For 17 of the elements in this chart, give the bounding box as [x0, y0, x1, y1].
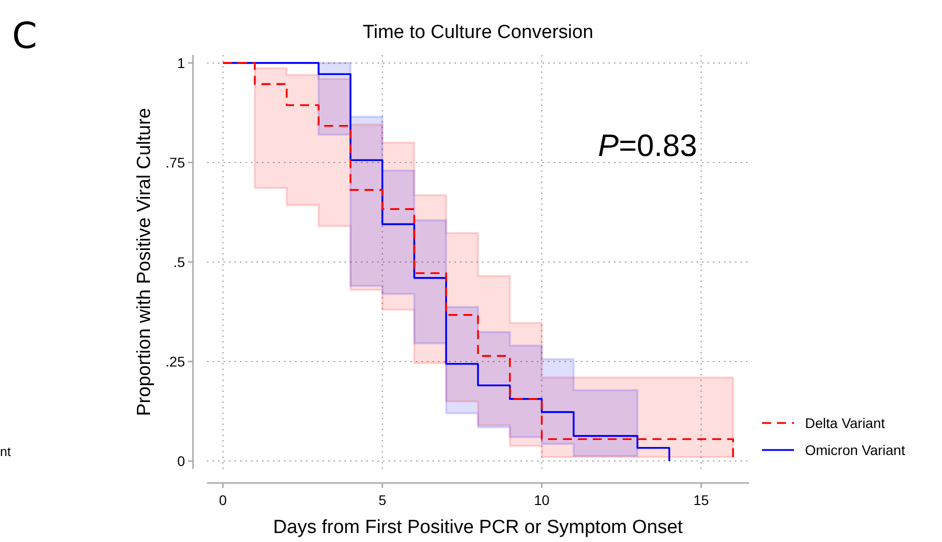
y-tick-label: .75: [166, 154, 186, 170]
chart-title: Time to Culture Conversion: [362, 22, 594, 43]
text: C: [12, 16, 38, 57]
x-tick-label: 0: [219, 492, 228, 508]
annotation: P=0.83: [598, 128, 698, 163]
y-tick-label: .5: [173, 254, 186, 270]
text: nt: [0, 444, 12, 459]
legend-label: Omicron Variant: [805, 442, 906, 458]
y-tick-label: .25: [166, 353, 186, 370]
y-tick-label: 0: [177, 452, 186, 469]
y-tick-label: 1: [177, 54, 186, 71]
x-tick-label: 10: [534, 492, 550, 508]
x-tick-label: 5: [378, 492, 386, 508]
x-axis-title: Days from First Positive PCR or Symptom Onset: [273, 517, 684, 538]
legend-label: Delta Variant: [805, 414, 885, 431]
y-axis-title: Proportion with Positive Viral Culture: [134, 108, 155, 416]
x-tick-label: 15: [693, 492, 710, 508]
